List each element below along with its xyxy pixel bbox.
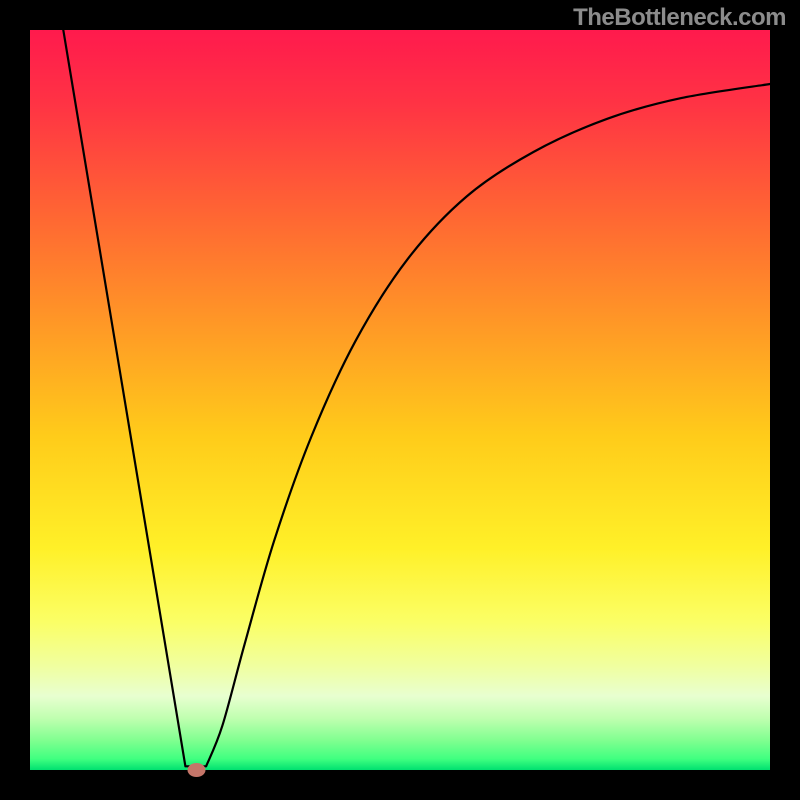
- chart-svg: [0, 0, 800, 800]
- bottleneck-chart: TheBottleneck.com: [0, 0, 800, 800]
- plot-background: [30, 30, 770, 770]
- optimal-point-marker: [188, 763, 206, 777]
- watermark-text: TheBottleneck.com: [573, 4, 786, 32]
